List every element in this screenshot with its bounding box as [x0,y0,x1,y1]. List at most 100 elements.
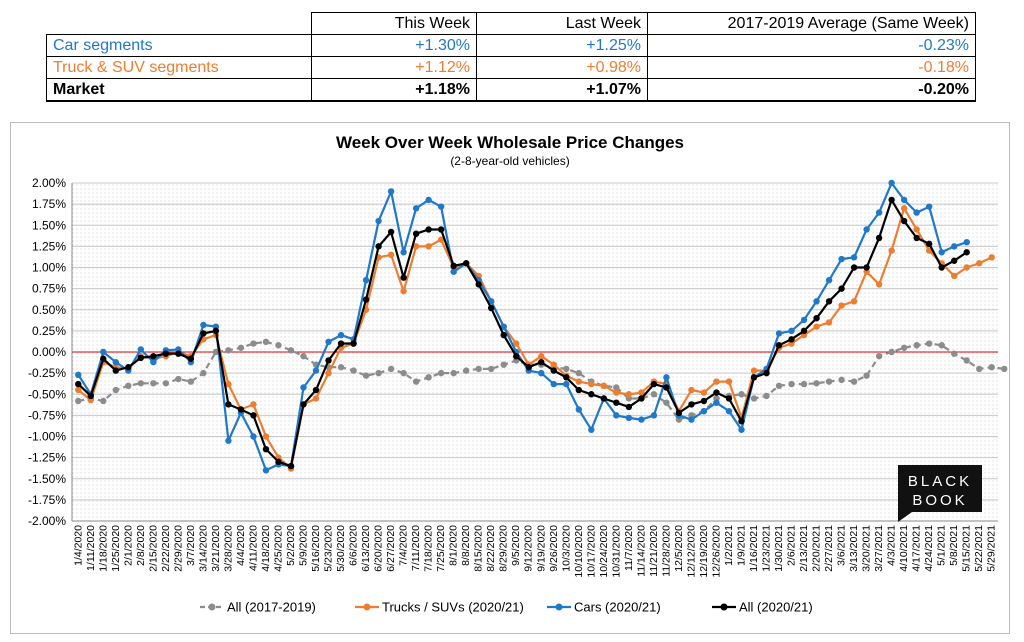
x-tick-label: 3/27/2021 [873,525,885,572]
data-point [262,445,270,453]
data-point [100,355,107,362]
data-point [412,378,420,385]
data-point [400,274,407,281]
data-point [963,264,970,271]
last-week-value: +1.07% [476,78,648,102]
y-tick-label: 0.25% [32,324,66,338]
this-week-value: +1.18% [311,78,477,102]
x-tick-label: 2/13/2021 [798,525,810,572]
legend-label: All (2020/21) [739,600,813,615]
x-tick-label: 6/20/2020 [373,525,385,572]
data-point [312,367,320,374]
data-point [951,257,958,264]
data-point [638,389,645,396]
data-point [938,342,945,349]
data-point [838,376,845,384]
chart-legend: All (2017-2019) Trucks / SUVs (2020/21) Ca… [200,600,813,615]
summary-table: This Week Last Week 2017-2019 Average (S… [46,12,976,102]
data-point [888,247,895,254]
x-tick-label: 6/6/2020 [348,525,360,566]
data-point [888,348,895,356]
data-point [713,378,720,385]
data-point [750,374,758,381]
data-point [625,391,633,398]
data-point [200,369,207,377]
data-point [976,260,983,267]
data-point [437,226,445,233]
x-tick-label: 11/7/2020 [623,525,635,571]
data-point [350,367,357,374]
x-tick-label: 3/20/2021 [861,525,873,572]
data-point [175,350,182,357]
data-point [575,378,582,385]
data-point [262,433,270,440]
x-tick-label: 5/30/2020 [335,525,347,572]
y-tick-label: 1.50% [32,218,66,232]
data-point [162,350,170,357]
data-point [462,260,470,267]
data-point [650,412,658,419]
data-point [913,209,920,216]
data-point [488,304,495,312]
data-point [688,401,695,408]
data-point [412,205,420,212]
data-point [925,203,933,210]
data-point [75,380,82,388]
data-point [988,364,995,371]
x-tick-label: 2/27/2021 [823,525,835,572]
x-tick-label: 5/16/2020 [310,525,322,572]
x-tick-label: 2/8/2020 [135,525,147,566]
data-point [538,369,545,377]
legend-swatch-marker [363,603,371,611]
data-point [951,350,958,357]
data-point [125,364,132,371]
x-tick-label: 8/1/2020 [448,525,460,566]
legend-label: Trucks / SUVs (2020/21) [382,600,524,615]
x-tick-label: 10/3/2020 [560,525,572,572]
data-point [738,426,745,433]
x-tick-label: 5/29/2021 [986,525,998,572]
x-tick-label: 4/4/2020 [235,525,247,566]
data-point [638,416,645,423]
data-point [337,331,345,339]
data-point [400,369,407,377]
data-point [538,353,545,360]
data-point [700,407,708,415]
data-point [575,369,582,377]
x-tick-label: 5/9/2020 [298,525,310,566]
data-point [913,234,920,242]
x-tick-label: 1/2/2021 [723,525,735,566]
average-value: -0.20% [647,78,976,102]
data-point [375,243,382,250]
y-tick-label: -0.25% [28,366,66,380]
data-point [550,380,557,388]
data-point [75,397,82,405]
data-point [888,196,895,204]
data-point [813,380,820,387]
x-tick-label: 2/1/2020 [122,525,134,566]
x-tick-label: 8/29/2020 [498,525,510,572]
x-tick-label: 10/31/2020 [610,525,622,578]
data-point [375,369,382,377]
data-point [725,378,733,385]
data-point [187,355,195,362]
data-point [825,298,833,305]
data-point [613,389,620,396]
data-point [738,391,745,398]
data-point [775,382,783,389]
row-label: Market [46,78,312,102]
data-point [287,462,295,470]
x-tick-label: 6/27/2020 [385,525,397,572]
data-point [663,399,670,406]
data-point [287,347,295,354]
x-tick-label: 1/30/2021 [773,525,785,572]
data-point [112,386,119,394]
data-point [237,406,245,413]
data-point [813,298,820,305]
x-tick-label: 5/15/2021 [961,525,973,572]
y-tick-label: 2.00% [32,176,66,190]
x-tick-label: 6/13/2020 [360,525,372,572]
data-point [300,353,307,360]
data-point [800,327,808,335]
